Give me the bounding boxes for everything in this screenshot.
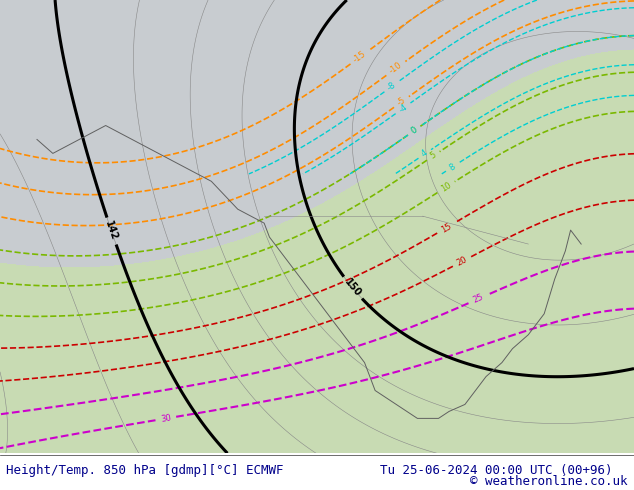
Text: © weatheronline.co.uk: © weatheronline.co.uk (470, 475, 628, 488)
Text: 142: 142 (103, 220, 119, 242)
Text: 15: 15 (439, 221, 453, 234)
Text: 30: 30 (160, 413, 172, 424)
Text: 150: 150 (342, 277, 363, 299)
Text: 10: 10 (439, 180, 453, 194)
Text: Height/Temp. 850 hPa [gdmp][°C] ECMWF: Height/Temp. 850 hPa [gdmp][°C] ECMWF (6, 464, 284, 477)
Text: 8: 8 (448, 162, 457, 172)
Text: 20: 20 (455, 255, 469, 268)
Text: 4: 4 (420, 149, 429, 159)
Text: 25: 25 (471, 293, 484, 305)
Text: -8: -8 (386, 80, 398, 93)
Text: -4: -4 (397, 102, 409, 114)
Text: 0: 0 (410, 125, 419, 136)
Text: Tu 25-06-2024 00:00 UTC (00+96): Tu 25-06-2024 00:00 UTC (00+96) (380, 464, 613, 477)
Text: -15: -15 (352, 49, 368, 65)
Text: -5: -5 (396, 96, 408, 108)
Text: 0: 0 (410, 125, 419, 136)
Text: -10: -10 (388, 61, 404, 76)
Text: 5: 5 (429, 151, 438, 161)
